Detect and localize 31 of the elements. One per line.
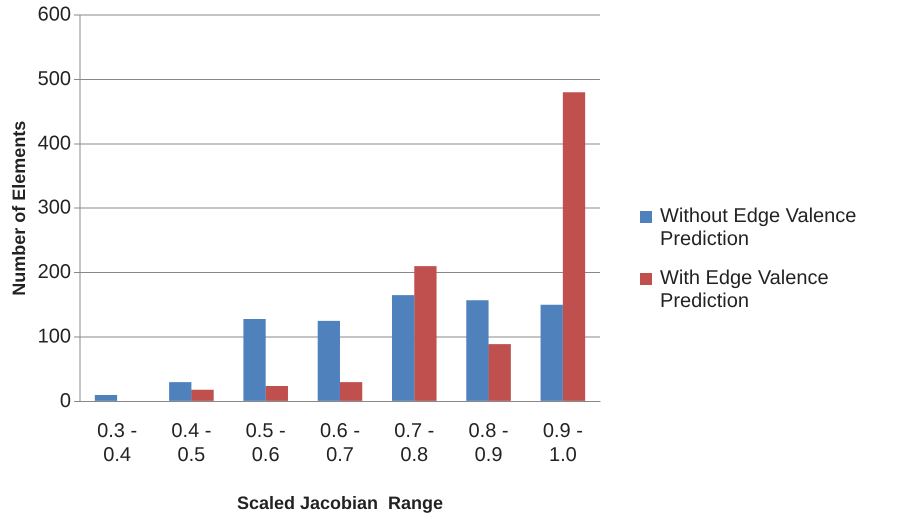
x-tick-label: 0.9 - 1.0 [542, 420, 583, 466]
x-tick-label: 0.4 - 0.5 [171, 420, 212, 466]
bar [169, 382, 192, 401]
bar [243, 318, 266, 401]
y-axis-title: Number of Elements [8, 120, 29, 296]
bar [562, 92, 586, 401]
x-axis-title: Scaled Jacobian Range [236, 493, 444, 514]
bar [392, 295, 414, 401]
y-tick-label: 0 [60, 390, 71, 412]
y-tick-label: 400 [38, 132, 71, 154]
x-tick-label: 0.8 - 0.9 [468, 420, 509, 466]
bar [191, 390, 214, 401]
x-tick-label: 0.6 - 0.7 [320, 420, 360, 466]
x-tick-label: 0.7 - 0.8 [394, 420, 434, 466]
bar [266, 386, 288, 401]
y-tick-label: 100 [38, 326, 71, 348]
bar [466, 300, 489, 401]
bar [94, 394, 118, 401]
x-tick-label: 0.3 - 0.4 [97, 420, 138, 466]
y-tick-label: 600 [38, 4, 71, 26]
y-tick-label: 300 [38, 196, 71, 219]
legend-label: Without Edge Valence Prediction [660, 205, 858, 251]
bar [488, 344, 511, 401]
legend-label: With Edge Valence Prediction [660, 267, 830, 313]
y-tick-label: 200 [38, 261, 71, 284]
bar [340, 382, 362, 401]
y-tick-label: 500 [38, 68, 71, 90]
bar [540, 304, 563, 401]
x-tick-label: 0.5 - 0.6 [246, 420, 286, 466]
bar [414, 266, 437, 401]
bar [318, 320, 340, 401]
